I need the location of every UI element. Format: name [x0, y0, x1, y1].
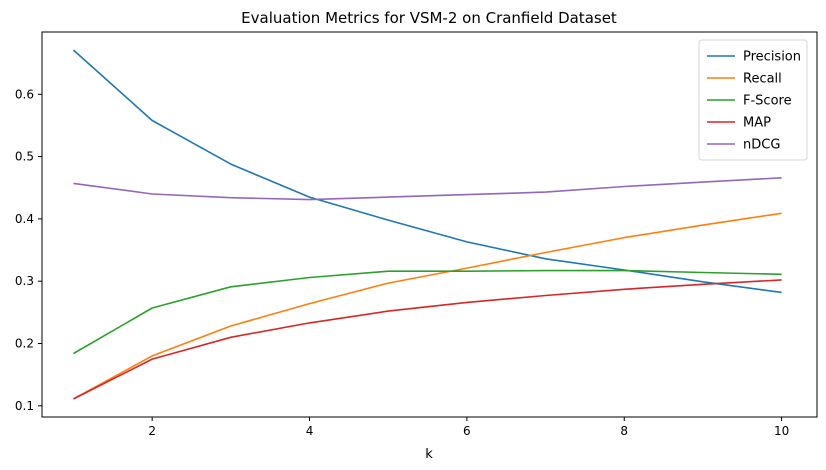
- legend-label-ndcg: nDCG: [743, 138, 780, 153]
- y-tick-label-0: 0.1: [15, 399, 34, 413]
- legend-box: [698, 39, 808, 161]
- series-line-f-score: [73, 269, 782, 355]
- series-line-precision: [72, 49, 782, 294]
- x-tick-label-6: 6: [463, 424, 471, 438]
- x-tick-label-8: 8: [620, 424, 628, 438]
- x-axis: 2 4 6 8 10: [148, 417, 789, 438]
- legend-label-f-score: F-Score: [743, 94, 792, 109]
- x-axis-title: k: [425, 447, 433, 462]
- chart-title: Evaluation Metrics for VSM-2 on Cranfiel…: [241, 9, 617, 27]
- legend-label-precision: Precision: [743, 50, 801, 65]
- x-tick-label-4: 4: [306, 424, 314, 438]
- y-tick-label-5: 0.6: [15, 87, 34, 101]
- y-tick-label-4: 0.5: [15, 150, 34, 164]
- series-line-ndcg: [73, 177, 782, 201]
- legend-label-recall: Recall: [743, 72, 782, 87]
- series-line-map: [73, 279, 782, 400]
- x-tick-label-10: 10: [774, 424, 789, 438]
- x-tick-label-2: 2: [148, 424, 156, 438]
- y-tick-label-1: 0.2: [15, 336, 34, 350]
- plot-frame: [41, 31, 818, 418]
- y-tick-label-3: 0.4: [15, 212, 34, 226]
- y-axis: 0.1 0.2 0.3 0.4 0.5 0.6: [15, 87, 42, 413]
- legend: Precision Recall F-Score MAP nDCG: [698, 39, 808, 161]
- legend-label-map: MAP: [743, 116, 771, 131]
- y-tick-label-2: 0.3: [15, 274, 34, 288]
- series-layer: [72, 49, 782, 400]
- series-line-recall: [73, 212, 782, 400]
